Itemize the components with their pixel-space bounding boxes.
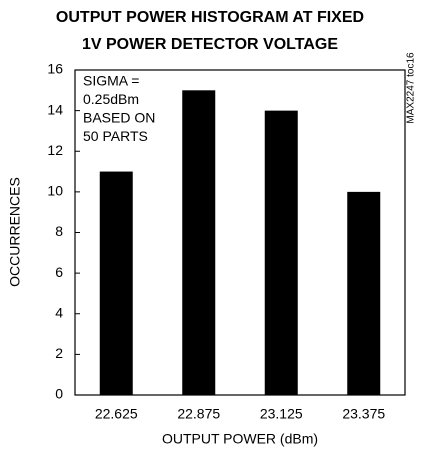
x-tick-label: 22.625 <box>95 406 138 422</box>
bar <box>99 171 133 395</box>
y-tick-label: 6 <box>55 264 63 280</box>
y-axis-label: OCCURRENCES <box>7 177 23 287</box>
y-tick-label: 14 <box>47 101 63 117</box>
annotation: 50 PARTS <box>83 128 148 144</box>
annotation: SIGMA = <box>83 73 139 89</box>
y-tick-label: 10 <box>47 183 63 199</box>
y-tick-label: 12 <box>47 142 63 158</box>
chart-title: OUTPUT POWER HISTOGRAM AT FIXED <box>56 9 364 26</box>
y-tick-label: 8 <box>55 223 63 239</box>
annotation: BASED ON <box>83 110 155 126</box>
y-tick-label: 2 <box>55 345 63 361</box>
annotation: 0.25dBm <box>83 91 139 107</box>
chart-title: 1V POWER DETECTOR VOLTAGE <box>82 36 338 53</box>
bar <box>347 191 381 395</box>
bar <box>182 90 216 395</box>
y-tick-label: 0 <box>55 386 63 402</box>
y-tick-label: 16 <box>47 61 63 77</box>
x-axis-label: OUTPUT POWER (dBm) <box>162 431 318 447</box>
x-tick-label: 23.125 <box>260 406 303 422</box>
x-tick-label: 22.875 <box>177 406 220 422</box>
bar <box>264 110 298 395</box>
side-label: MAX2247 toc16 <box>406 52 417 124</box>
x-tick-label: 23.375 <box>342 406 385 422</box>
y-tick-label: 4 <box>55 304 63 320</box>
